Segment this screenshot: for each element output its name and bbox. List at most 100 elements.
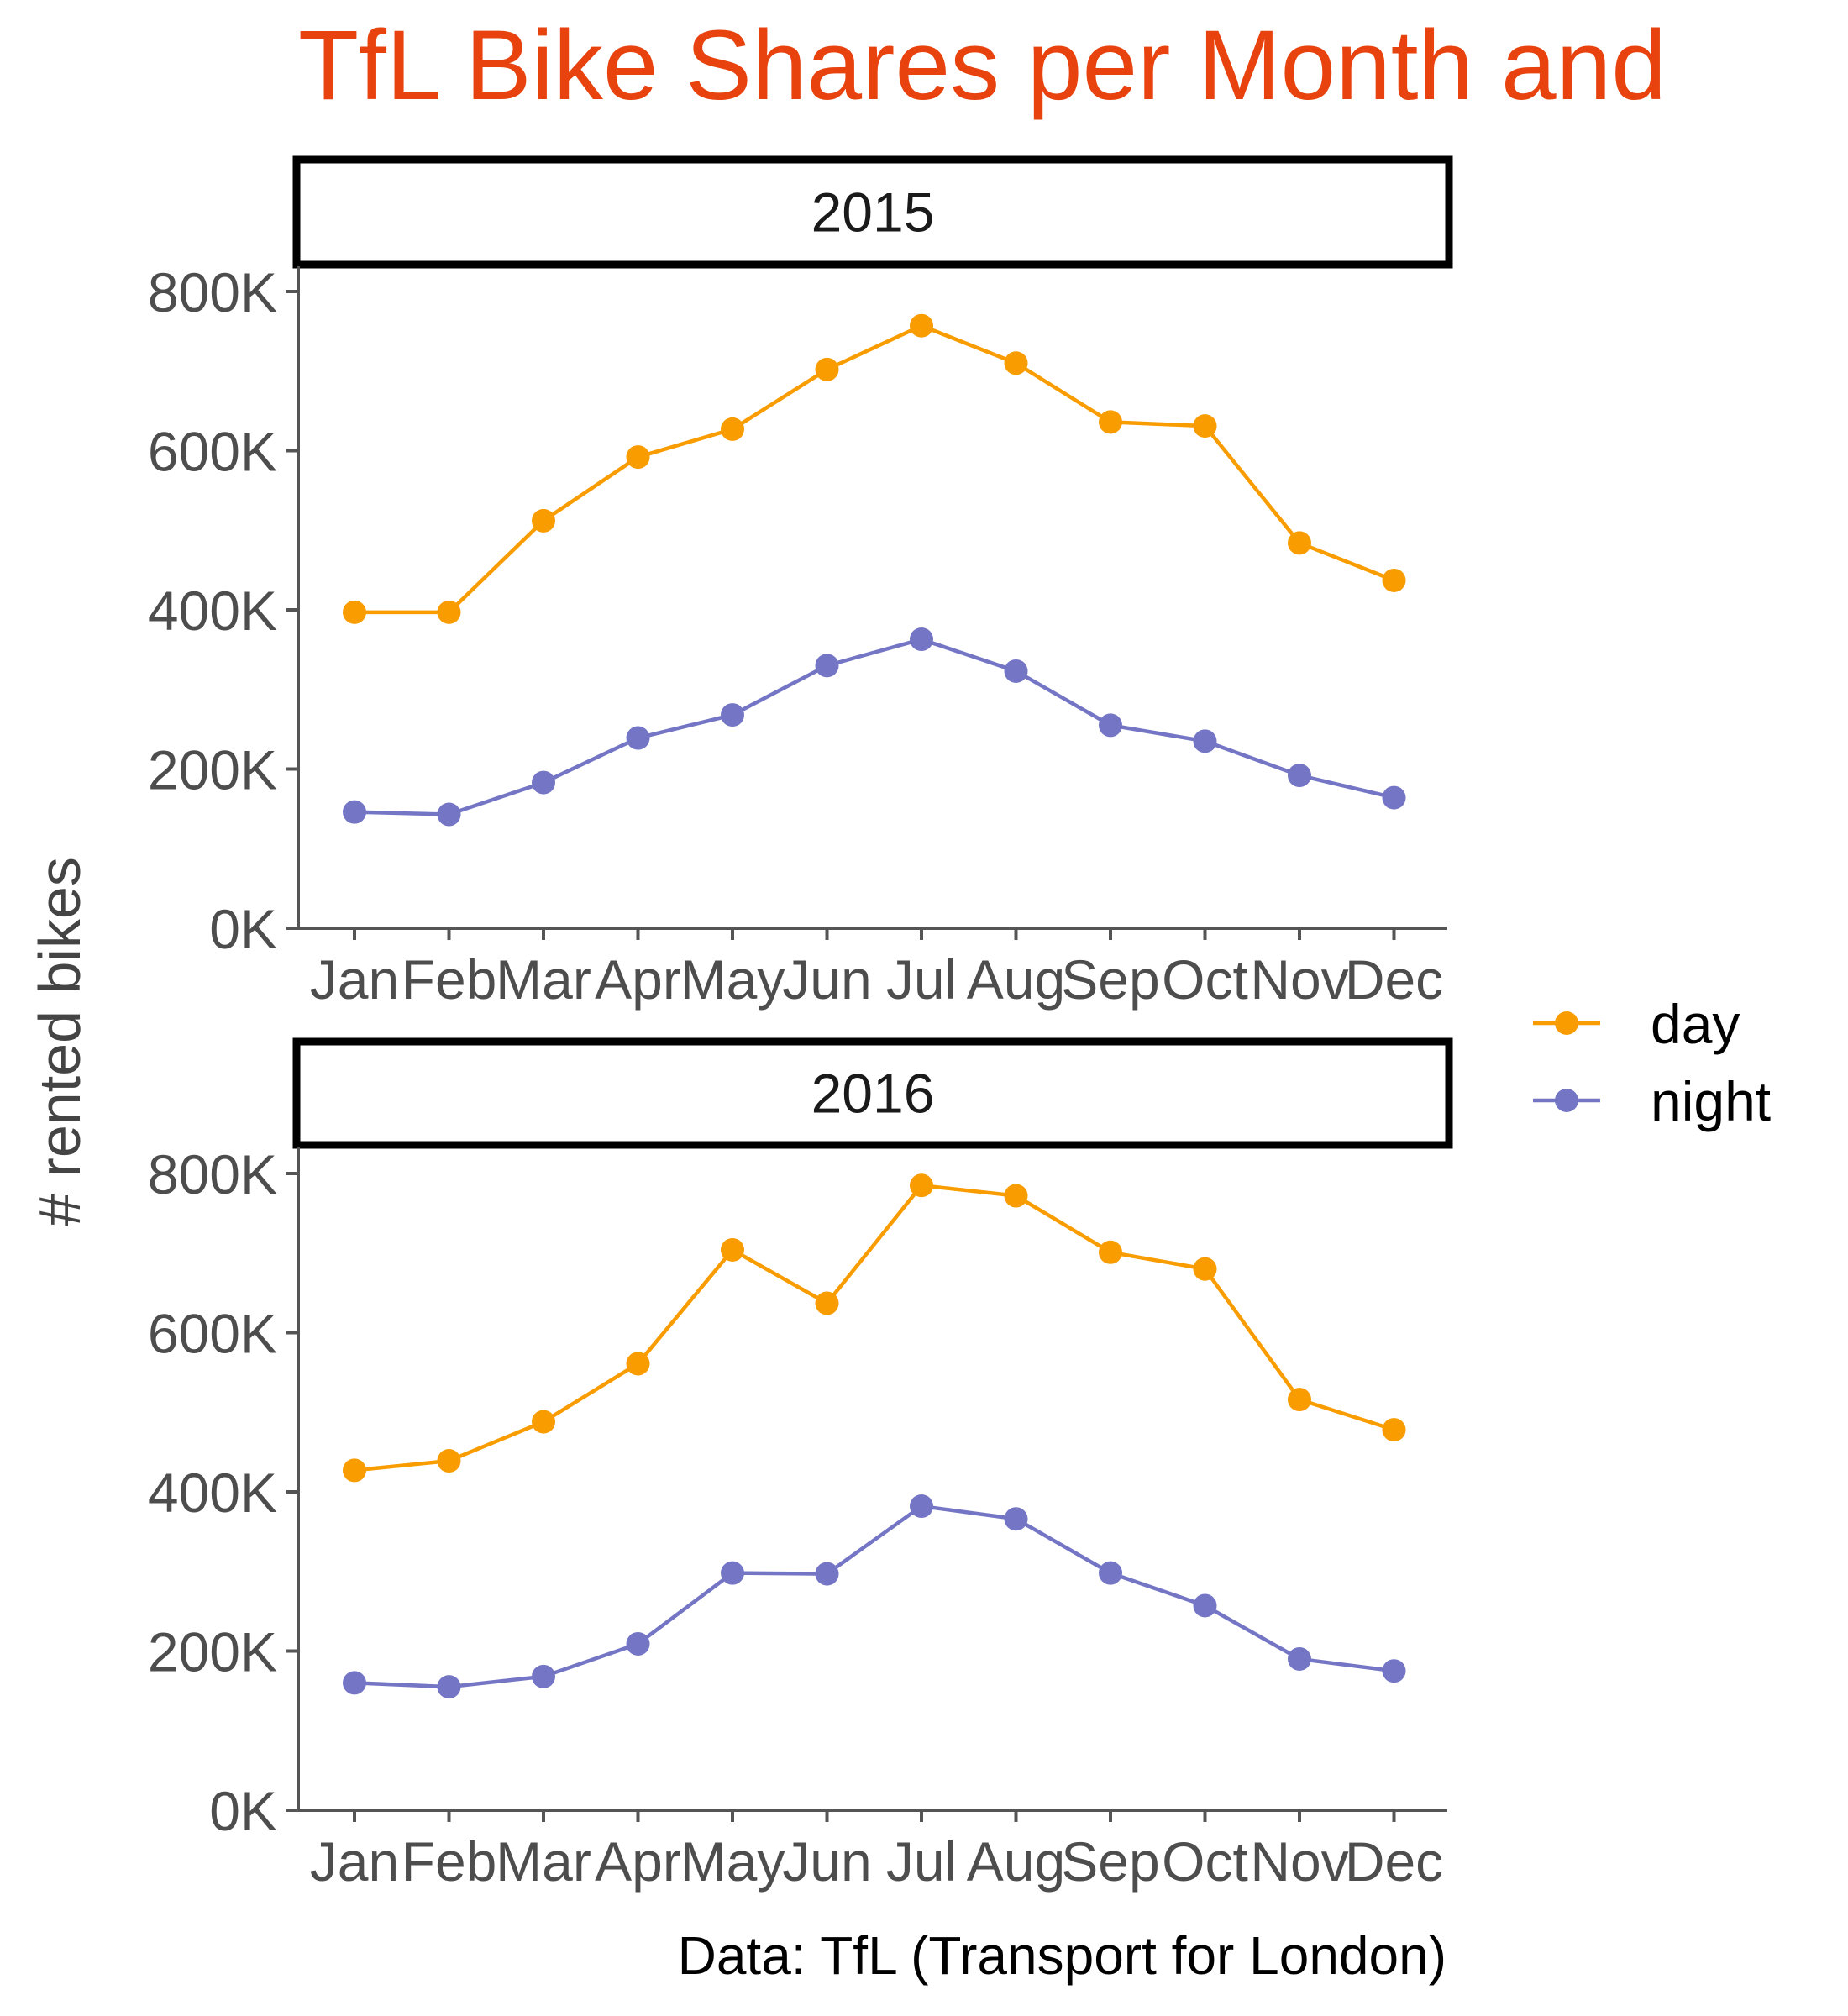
- x-tick-label: May: [680, 1830, 785, 1893]
- x-tick-label: Nov: [1250, 1830, 1348, 1893]
- data-point-night: [626, 1631, 650, 1656]
- x-tick-label: Apr: [595, 1830, 681, 1893]
- x-tick-label: Mar: [496, 1830, 591, 1893]
- data-point-day: [1193, 1257, 1217, 1281]
- x-tick-label: Jun: [782, 948, 871, 1011]
- x-tick-label: Jun: [782, 1830, 871, 1893]
- data-point-day: [626, 1352, 650, 1376]
- y-tick-label: 800K: [148, 1143, 277, 1205]
- data-point-night: [1193, 729, 1217, 753]
- data-point-day: [1099, 410, 1122, 434]
- x-tick-label: Sep: [1061, 948, 1159, 1011]
- data-point-day: [1099, 1240, 1122, 1264]
- x-tick-label: May: [680, 948, 785, 1011]
- x-tick-label: Aug: [967, 948, 1065, 1011]
- data-point-day: [721, 417, 744, 441]
- x-tick-label: Jul: [886, 1830, 957, 1893]
- x-tick-label: Apr: [595, 948, 681, 1011]
- chart-title: TfL Bike Shares per Month and: [298, 10, 1667, 121]
- series-line-day: [354, 1183, 1395, 1473]
- x-tick-label: Aug: [967, 1830, 1065, 1893]
- y-tick-label: 600K: [148, 421, 277, 483]
- data-point-day: [1193, 414, 1217, 438]
- data-point-day: [815, 357, 839, 381]
- data-point-day: [1288, 531, 1311, 555]
- x-tick-label: Jan: [310, 948, 399, 1011]
- data-point-day: [1004, 351, 1028, 375]
- x-tick-label: Feb: [402, 1830, 497, 1893]
- y-tick-label: 200K: [148, 739, 277, 801]
- x-tick-label: Oct: [1162, 948, 1248, 1011]
- data-point-day: [626, 445, 650, 470]
- data-point-night: [437, 1675, 461, 1699]
- data-point-night: [815, 1562, 839, 1586]
- data-point-day: [1004, 1184, 1028, 1208]
- y-tick-label: 0K: [209, 1780, 277, 1842]
- x-tick-label: Nov: [1250, 948, 1348, 1011]
- data-point-day: [532, 508, 555, 533]
- data-point-day: [910, 1173, 933, 1198]
- y-tick-label: 800K: [148, 261, 277, 323]
- data-point-day: [721, 1237, 744, 1262]
- data-point-day: [1288, 1388, 1311, 1412]
- y-tick-label: 600K: [148, 1303, 277, 1365]
- x-tick-label: Dec: [1345, 1830, 1443, 1893]
- legend-label-night: night: [1651, 1070, 1771, 1132]
- legend: day night: [1533, 993, 1771, 1132]
- data-point-night: [1004, 1507, 1028, 1531]
- y-tick-label: 0K: [209, 898, 277, 960]
- y-tick-label: 400K: [148, 1462, 277, 1524]
- x-tick-label: Sep: [1061, 1830, 1159, 1893]
- data-point-night: [815, 654, 839, 678]
- data-point-night: [1382, 1659, 1406, 1683]
- data-point-day: [343, 1458, 366, 1483]
- data-point-night: [1382, 785, 1406, 810]
- series-line-day: [354, 323, 1395, 615]
- data-point-day: [532, 1410, 555, 1434]
- x-tick-label: Jan: [310, 1830, 399, 1893]
- x-tick-label: Oct: [1162, 1830, 1248, 1893]
- facet-strip-label: 2015: [811, 181, 935, 244]
- facet-strip: [292, 155, 1453, 269]
- caption: Data: TfL (Transport for London): [678, 1925, 1446, 1986]
- y-tick-label: 200K: [148, 1621, 277, 1683]
- data-point-night: [532, 770, 555, 795]
- data-point-day: [437, 600, 461, 624]
- data-point-night: [343, 800, 366, 824]
- data-point-day: [910, 313, 933, 338]
- x-tick-label: Dec: [1345, 948, 1443, 1011]
- data-point-night: [532, 1664, 555, 1688]
- x-tick-label: Jul: [886, 948, 957, 1011]
- data-point-night: [1099, 713, 1122, 738]
- data-point-night: [1004, 659, 1028, 683]
- legend-label-day: day: [1651, 993, 1740, 1055]
- data-point-night: [1288, 1646, 1311, 1671]
- data-point-day: [1382, 1418, 1406, 1442]
- x-tick-label: Mar: [496, 948, 591, 1011]
- legend-key-night: [1533, 1089, 1600, 1112]
- y-axis-label: # rented bikes: [27, 857, 92, 1226]
- data-point-night: [626, 726, 650, 750]
- y-tick-label: 400K: [148, 580, 277, 642]
- x-tick-label: Feb: [402, 948, 497, 1011]
- series-line-night: [354, 637, 1395, 816]
- data-point-night: [1099, 1561, 1122, 1585]
- data-point-night: [910, 1494, 933, 1519]
- data-point-day: [1382, 568, 1406, 592]
- facet-strip: [292, 1037, 1453, 1149]
- legend-key-point: [1555, 1011, 1578, 1035]
- data-point-night: [343, 1671, 366, 1695]
- data-point-night: [1193, 1593, 1217, 1618]
- series-line-night: [354, 1504, 1394, 1689]
- data-point-night: [1288, 764, 1311, 788]
- facet-strip-label: 2016: [811, 1063, 935, 1125]
- data-point-day: [815, 1291, 839, 1315]
- data-point-night: [721, 703, 744, 727]
- legend-key-point: [1555, 1089, 1578, 1112]
- data-point-day: [437, 1449, 461, 1473]
- data-point-night: [437, 802, 461, 827]
